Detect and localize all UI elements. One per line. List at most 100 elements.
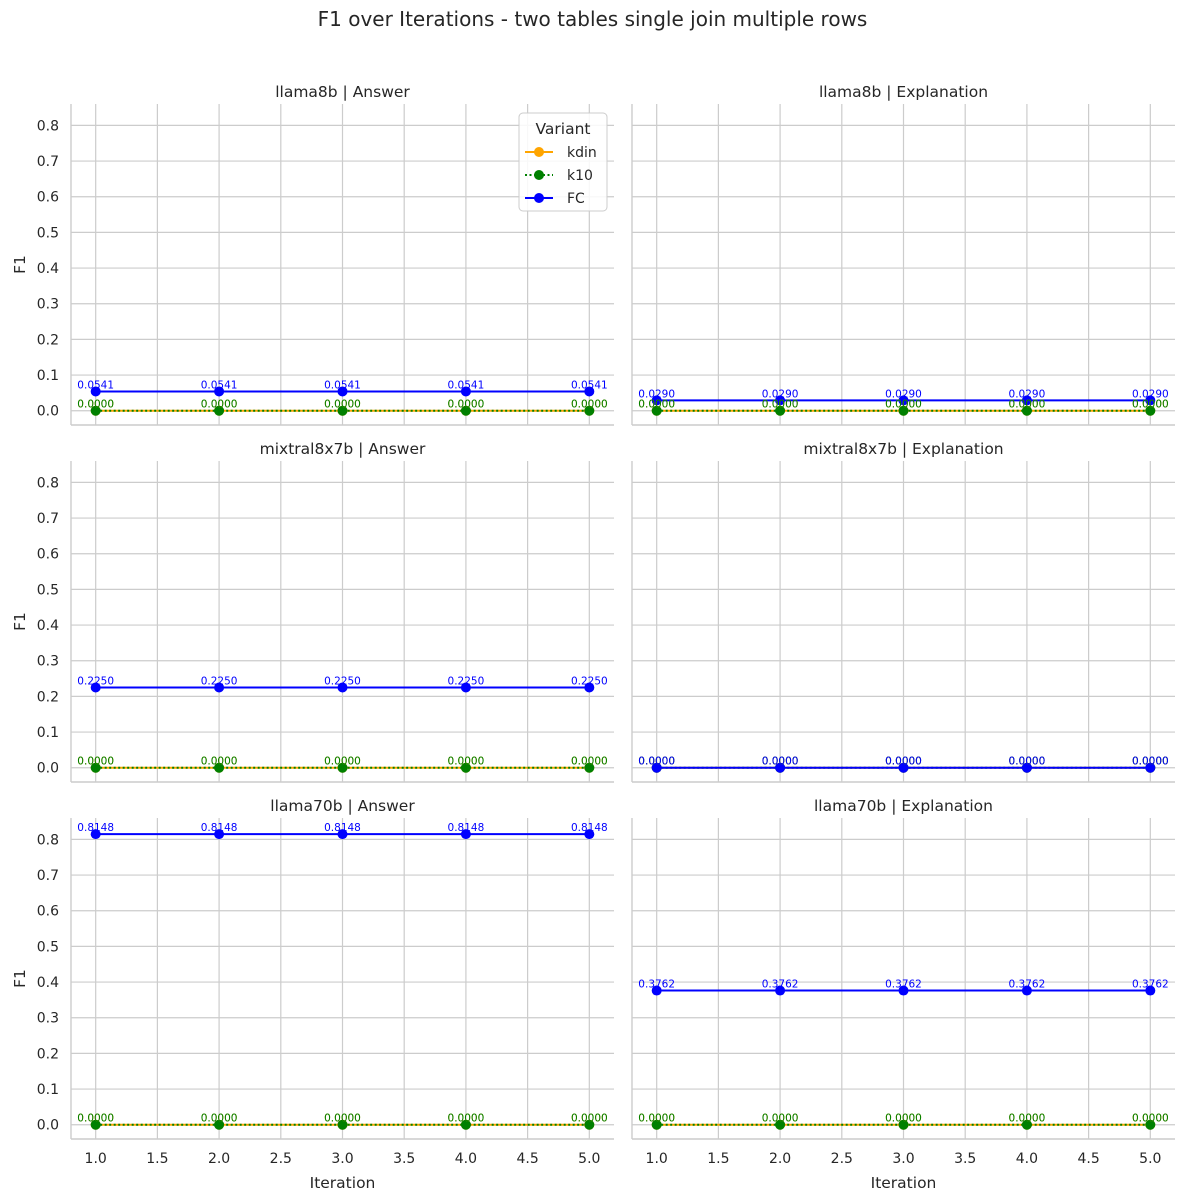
x-tick-label: 3.0	[331, 1151, 353, 1167]
y-tick-label: 0.0	[37, 761, 59, 777]
data-label-k10: 0.0000	[638, 756, 675, 768]
y-tick-label: 0.8	[37, 118, 59, 134]
data-point-k10	[1021, 1119, 1032, 1130]
data-point-FC	[1145, 395, 1156, 406]
y-tick-label: 0.1	[37, 368, 59, 384]
data-point-k10	[898, 1119, 909, 1130]
data-point-k10	[90, 1119, 101, 1130]
data-label-FC: 0.0541	[77, 379, 114, 391]
data-label-FC: 0.0541	[448, 379, 485, 391]
data-point-FC	[214, 386, 225, 397]
x-tick-label: 4.5	[516, 1151, 538, 1167]
data-point-FC	[584, 829, 595, 840]
legend-title: Variant	[536, 120, 591, 138]
data-label-kdin: 0.0000	[885, 399, 922, 411]
data-point-FC	[651, 762, 662, 773]
data-point-FC	[584, 386, 595, 397]
legend-marker-kdin	[534, 147, 544, 157]
data-label-FC: 0.0290	[762, 388, 799, 400]
data-label-k10: 0.0000	[638, 1113, 675, 1125]
x-tick-label: 2.5	[270, 1151, 292, 1167]
x-tick-label: 2.0	[208, 1151, 230, 1167]
y-tick-label: 0.4	[37, 975, 59, 991]
data-point-k10	[1145, 1119, 1156, 1130]
data-label-kdin: 0.0000	[885, 756, 922, 768]
data-point-k10	[90, 405, 101, 416]
data-point-k10	[90, 762, 101, 773]
data-label-kdin: 0.0000	[1009, 1113, 1046, 1125]
data-point-k10	[214, 1119, 225, 1130]
data-label-k10: 0.0000	[1132, 399, 1169, 411]
data-label-k10: 0.0000	[638, 399, 675, 411]
x-axis-label: Iteration	[871, 1174, 937, 1192]
data-label-FC: 0.0290	[885, 388, 922, 400]
data-point-FC	[1145, 762, 1156, 773]
data-label-k10: 0.0000	[1132, 756, 1169, 768]
x-tick-label: 3.5	[954, 1151, 976, 1167]
x-tick-label: 3.5	[393, 1151, 415, 1167]
data-label-k10: 0.0000	[885, 756, 922, 768]
data-label-FC: 0.8148	[448, 822, 485, 834]
data-label-kdin: 0.0000	[77, 756, 114, 768]
y-tick-label: 0.7	[37, 868, 59, 884]
data-point-k10	[584, 405, 595, 416]
data-point-FC	[1021, 985, 1032, 996]
data-label-k10: 0.0000	[571, 756, 608, 768]
data-label-kdin: 0.0000	[571, 1113, 608, 1125]
x-tick-label: 1.5	[707, 1151, 729, 1167]
data-label-k10: 0.0000	[77, 399, 114, 411]
data-point-FC	[775, 762, 786, 773]
data-label-kdin: 0.0000	[885, 1113, 922, 1125]
x-tick-label: 4.0	[455, 1151, 477, 1167]
data-label-k10: 0.0000	[324, 756, 361, 768]
data-label-k10: 0.0000	[77, 756, 114, 768]
data-label-kdin: 0.0000	[762, 399, 799, 411]
data-label-kdin: 0.0000	[77, 399, 114, 411]
data-point-FC	[337, 682, 348, 693]
data-point-FC	[1021, 395, 1032, 406]
data-label-k10: 0.0000	[571, 399, 608, 411]
data-label-FC: 0.2250	[201, 675, 238, 687]
data-label-FC: 0.0541	[324, 379, 361, 391]
data-label-kdin: 0.0000	[201, 399, 238, 411]
data-label-FC: 0.2250	[324, 675, 361, 687]
panel-title: llama70b | Explanation	[814, 797, 993, 815]
panel-title: llama70b | Answer	[270, 797, 415, 815]
chart-title: F1 over Iterations - two tables single j…	[318, 7, 868, 31]
data-point-k10	[651, 1119, 662, 1130]
data-label-kdin: 0.0000	[324, 756, 361, 768]
data-label-k10: 0.0000	[324, 1113, 361, 1125]
data-point-FC	[1145, 985, 1156, 996]
y-tick-label: 0.8	[37, 832, 59, 848]
y-tick-label: 0.7	[37, 511, 59, 527]
y-tick-label: 0.3	[37, 297, 59, 313]
y-tick-label: 0.4	[37, 261, 59, 277]
data-label-k10: 0.0000	[1009, 1113, 1046, 1125]
data-label-kdin: 0.0000	[571, 756, 608, 768]
y-tick-label: 0.2	[37, 1046, 59, 1062]
data-point-FC	[90, 682, 101, 693]
panel-4: mixtral8x7b | Explanation 0.0000 0.0000 0.0…	[631, 440, 1175, 783]
x-tick-label: 4.5	[1077, 1151, 1099, 1167]
data-point-FC	[214, 682, 225, 693]
data-label-kdin: 0.0000	[638, 399, 675, 411]
data-point-k10	[584, 1119, 595, 1130]
data-label-kdin: 0.0000	[201, 1113, 238, 1125]
data-label-FC: 0.3762	[762, 979, 799, 991]
y-tick-label: 0.6	[37, 547, 59, 563]
data-label-k10: 0.0000	[1009, 756, 1046, 768]
data-label-FC: 0.0000	[1009, 756, 1046, 768]
legend-box	[518, 112, 608, 212]
data-label-kdin: 0.0000	[448, 399, 485, 411]
data-point-FC	[214, 829, 225, 840]
panel-6: llama70b | Explanation 1.0 1.5 2.0 2.5 3.0 3.5…	[631, 797, 1175, 1192]
x-tick-label: 4.0	[1016, 1151, 1038, 1167]
data-point-FC	[337, 386, 348, 397]
data-point-FC	[898, 395, 909, 406]
data-label-k10: 0.0000	[448, 756, 485, 768]
data-label-FC: 0.3762	[885, 979, 922, 991]
y-tick-label: 0.3	[37, 1011, 59, 1027]
panel-1: llama8b | Answer 0.0 0.1 0.2 0.3 0.4 0.5 0.6 0.7…	[11, 83, 614, 426]
